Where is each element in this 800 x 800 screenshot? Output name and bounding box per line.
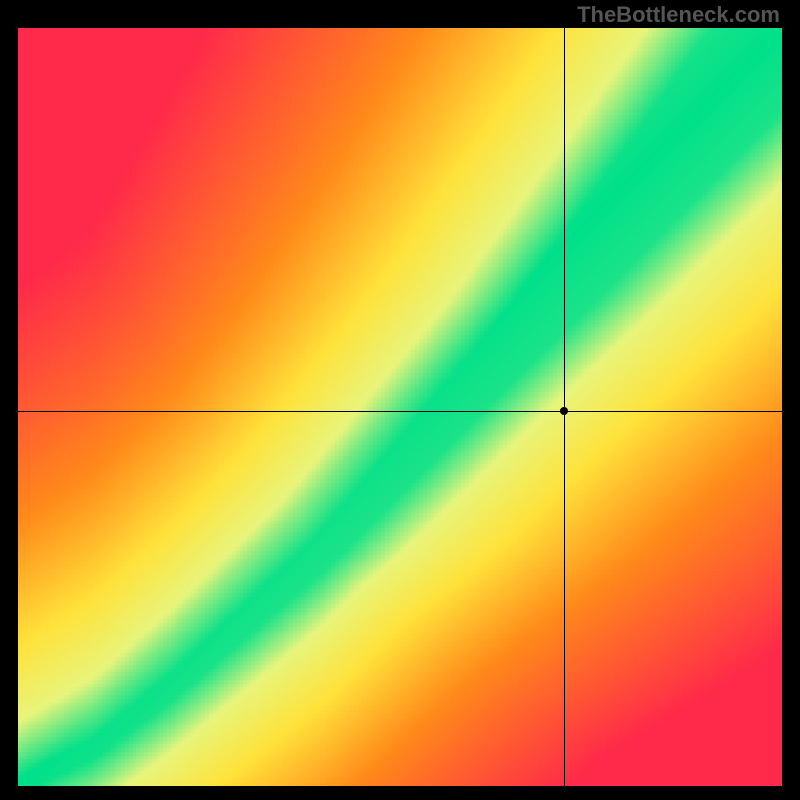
- heatmap-canvas: [18, 28, 782, 786]
- watermark-text: TheBottleneck.com: [577, 2, 780, 28]
- crosshair-horizontal: [18, 411, 782, 412]
- heatmap-plot: [18, 28, 782, 786]
- crosshair-marker: [560, 407, 568, 415]
